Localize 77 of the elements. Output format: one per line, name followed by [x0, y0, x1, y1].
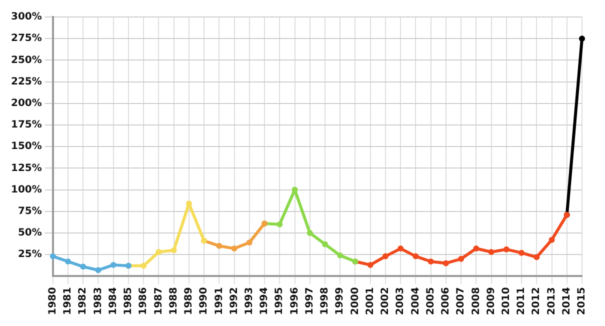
point [412, 253, 419, 260]
point [473, 246, 480, 252]
point [231, 246, 238, 252]
point [337, 252, 344, 258]
y-tick-label: 200% [10, 98, 42, 109]
x-tick-label: 1985 [123, 287, 134, 316]
x-tick-label: 1996 [289, 287, 300, 316]
point [306, 230, 313, 236]
x-tick-label: 1994 [259, 287, 270, 316]
x-tick-label: 1983 [92, 287, 104, 316]
point [65, 258, 72, 264]
x-tick-label: 2004 [410, 287, 422, 316]
point [322, 241, 328, 248]
point [503, 246, 510, 252]
x-tick-label: 1984 [108, 287, 119, 316]
x-tick-label: 1981 [62, 287, 74, 316]
point [156, 248, 162, 255]
point [534, 254, 540, 260]
x-tick-label: 1990 [198, 287, 210, 316]
y-tick-label: 75% [18, 206, 42, 217]
point [382, 253, 388, 260]
x-tick-label: 2011 [516, 287, 528, 316]
x-tick-label: 2013 [546, 287, 558, 316]
point [80, 264, 86, 270]
y-tick-label: 300% [10, 12, 42, 23]
point [246, 239, 252, 246]
x-tick-label: 1999 [334, 287, 346, 316]
point [442, 260, 449, 266]
y-tick-label: 25% [18, 249, 42, 260]
x-tick-label: 2014 [561, 287, 572, 316]
point [488, 248, 494, 255]
point [170, 247, 177, 254]
point [428, 258, 434, 264]
point [548, 236, 555, 243]
point [50, 253, 56, 260]
x-tick-label: 1992 [228, 287, 240, 316]
point [216, 242, 222, 249]
y-tick-label: 175% [10, 120, 42, 131]
y-tick-label: 100% [10, 184, 42, 196]
x-tick-label: 2003 [395, 287, 406, 316]
x-tick-label: 1997 [304, 287, 316, 316]
x-tick-label: 1998 [320, 287, 331, 316]
point [276, 221, 283, 228]
y-tick-label: 225% [10, 76, 42, 88]
x-tick-label: 1993 [244, 287, 256, 316]
x-tick-label: 1982 [78, 287, 89, 316]
point [140, 262, 147, 269]
x-tick-label: 2001 [364, 287, 376, 316]
x-tick-label: 1989 [184, 287, 195, 316]
y-tick-label: 50% [18, 228, 42, 239]
point [579, 36, 585, 42]
x-tick-label: 2007 [456, 287, 467, 316]
x-tick-label: 2012 [531, 287, 542, 316]
x-tick-label: 2008 [470, 287, 482, 316]
x-tick-label: 2006 [440, 287, 452, 316]
x-tick-label: 2000 [350, 287, 361, 316]
point [367, 262, 374, 268]
x-tick-label: 1988 [168, 287, 180, 316]
y-tick-label: 125% [10, 162, 42, 174]
point [110, 262, 116, 268]
y-tick-label: 250% [10, 54, 42, 66]
x-tick-label: 2010 [501, 287, 512, 316]
x-tick-label: 1980 [47, 287, 58, 316]
y-tick-label: 275% [10, 33, 42, 44]
point [95, 267, 102, 274]
x-tick-label: 1986 [138, 287, 150, 316]
x-tick-label: 2002 [380, 287, 392, 316]
x-tick-label: 2005 [425, 287, 436, 316]
point [518, 250, 525, 256]
y-tick-label: 150% [10, 141, 42, 152]
x-tick-label: 2015 [576, 287, 588, 316]
point [458, 256, 464, 262]
x-tick-label: 1987 [153, 287, 164, 316]
x-tick-label: 2009 [486, 287, 497, 316]
x-tick-label: 1995 [274, 287, 286, 316]
x-tick-label: 1991 [214, 287, 225, 316]
point [398, 246, 404, 252]
